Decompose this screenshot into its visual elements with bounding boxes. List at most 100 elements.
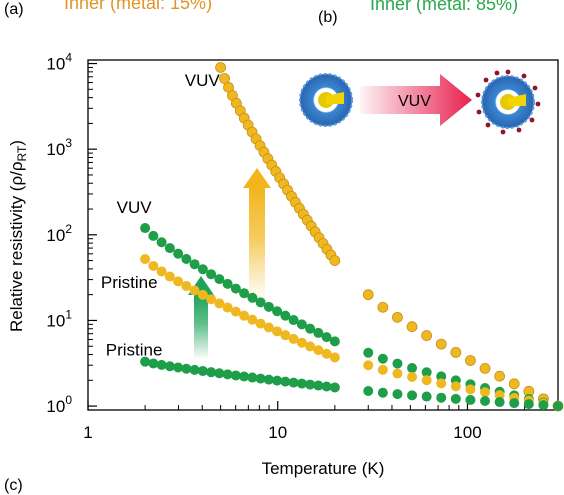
data-point	[206, 294, 217, 305]
data-point	[421, 330, 433, 341]
data-point	[181, 363, 192, 374]
y-tick-label: 100	[46, 393, 72, 416]
panel-c-label: (c)	[4, 477, 23, 494]
data-point	[329, 336, 340, 347]
data-point	[214, 368, 225, 379]
data-point	[509, 398, 520, 409]
data-point	[392, 311, 403, 323]
data-point	[280, 310, 291, 321]
data-point	[255, 297, 266, 308]
data-point	[214, 298, 225, 309]
data-point	[148, 260, 159, 271]
data-point	[164, 271, 175, 282]
data-point	[362, 289, 374, 301]
data-point	[377, 353, 388, 364]
data-point	[222, 302, 233, 313]
data-point	[436, 392, 447, 403]
panel-a-label: (a)	[4, 1, 24, 18]
orange-arrow-head	[243, 168, 271, 188]
data-point	[148, 230, 159, 241]
data-point	[377, 364, 388, 375]
axis-ticks: 1 10 100 100 101 102 103 104	[46, 51, 559, 442]
data-point	[239, 310, 250, 321]
data-point	[523, 399, 534, 410]
data-point	[247, 314, 258, 325]
y-axis-label: Relative resistivity (ρ/ρRT)	[7, 140, 29, 332]
data-point	[255, 318, 266, 329]
data-point	[305, 379, 316, 390]
data-point	[321, 348, 332, 359]
data-point	[363, 360, 374, 371]
data-point	[215, 62, 227, 73]
y-tick-label: 103	[46, 136, 72, 159]
inset: VUV	[299, 69, 541, 135]
data-point	[239, 371, 250, 382]
panel-b-label: (b)	[318, 9, 338, 26]
data-point	[421, 391, 432, 402]
data-point	[538, 400, 549, 411]
data-point	[494, 390, 505, 401]
data-point	[305, 341, 316, 352]
data-point	[407, 390, 418, 401]
cut-text-a: Inner (metal: 15%)	[64, 0, 212, 13]
data-point	[156, 359, 167, 370]
data-point	[406, 321, 418, 333]
data-point	[263, 301, 274, 312]
data-point	[479, 363, 491, 374]
orange-arrow-shaft	[249, 188, 265, 300]
data-point	[272, 326, 283, 337]
data-point	[222, 278, 233, 289]
annotation-label: VUV	[117, 198, 153, 217]
data-point	[164, 243, 175, 254]
data-point	[173, 248, 184, 259]
data-point	[392, 368, 403, 379]
data-point	[421, 375, 432, 386]
data-point	[329, 352, 340, 363]
data-point	[140, 254, 151, 265]
data-point	[239, 288, 250, 299]
y-tick-label: 104	[46, 51, 72, 74]
data-point	[305, 323, 316, 334]
data-point	[272, 306, 283, 317]
data-point	[377, 301, 389, 313]
data-point	[435, 338, 447, 350]
data-point	[494, 397, 505, 408]
data-point	[280, 330, 291, 341]
data-point	[197, 264, 208, 275]
data-point	[230, 306, 241, 317]
data-point	[189, 285, 200, 296]
x-tick-label: 10	[268, 423, 287, 442]
data-point	[156, 266, 167, 277]
data-point	[321, 332, 332, 343]
data-point	[392, 358, 403, 369]
data-point	[173, 362, 184, 373]
data-point	[189, 259, 200, 270]
data-point	[407, 371, 418, 382]
data-point	[219, 73, 230, 84]
inset-vuv-label: VUV	[398, 93, 431, 110]
data-point	[553, 401, 563, 412]
data-point	[494, 370, 506, 382]
annotation-label: VUV	[185, 71, 221, 90]
tube-pristine-icon	[299, 73, 353, 127]
data-point	[140, 356, 151, 367]
data-point	[181, 254, 192, 265]
data-point	[313, 345, 324, 356]
arrows	[188, 168, 271, 360]
x-axis-label: Temperature (K)	[262, 459, 385, 478]
data-point	[272, 375, 283, 386]
data-point	[421, 367, 432, 378]
data-point	[508, 378, 520, 390]
y-tick-label: 101	[46, 307, 72, 330]
data-point	[189, 364, 200, 375]
data-point	[214, 274, 225, 285]
data-point	[329, 255, 341, 266]
data-point	[156, 237, 167, 248]
data-point	[280, 376, 291, 387]
data-point	[164, 361, 175, 372]
data-point	[288, 315, 299, 326]
annotation-label: Pristine	[101, 273, 158, 292]
data-point	[313, 380, 324, 391]
x-tick-label: 1	[83, 423, 92, 442]
data-point	[263, 322, 274, 333]
